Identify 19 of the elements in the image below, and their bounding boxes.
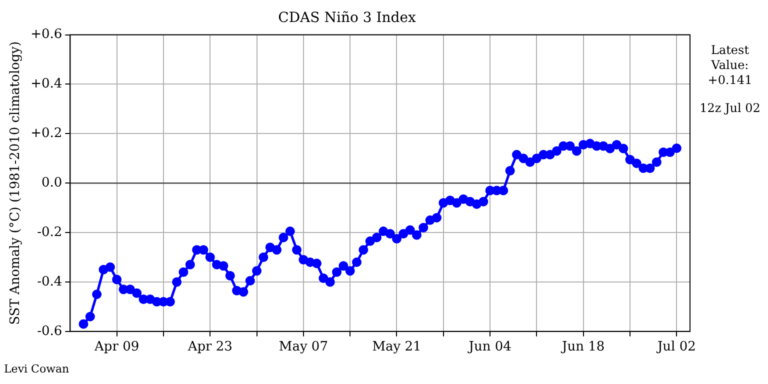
y-tick-label: -0.6 [37,324,62,339]
x-tick-label: Jun 18 [560,340,605,355]
y-tick-label: -0.4 [37,274,62,290]
x-tick-label: Jun 04 [466,340,512,355]
x-tick-label: May 21 [372,340,422,355]
x-tick-label: Apr 09 [94,340,140,355]
text: Levi Cowan [4,362,70,376]
y-axis-title: SST Anomaly (°C) (1981-2010 climatology) [8,41,24,325]
text: Latest Value: +0.141 [708,43,752,88]
chart-title: CDAS Niño 3 Index [278,10,416,26]
x-tick-label: May 07 [278,340,328,355]
y-tick-label: 0.0 [41,175,62,190]
x-tick-label: Apr 23 [186,340,232,355]
y-tick-label: +0.2 [30,126,62,142]
y-tick-label: +0.4 [30,76,62,92]
x-tick-label: Jul 02 [655,340,696,355]
text: 12z Jul 02 [700,101,760,116]
y-tick-label: -0.2 [37,224,62,240]
y-tick-label: +0.6 [30,27,62,42]
